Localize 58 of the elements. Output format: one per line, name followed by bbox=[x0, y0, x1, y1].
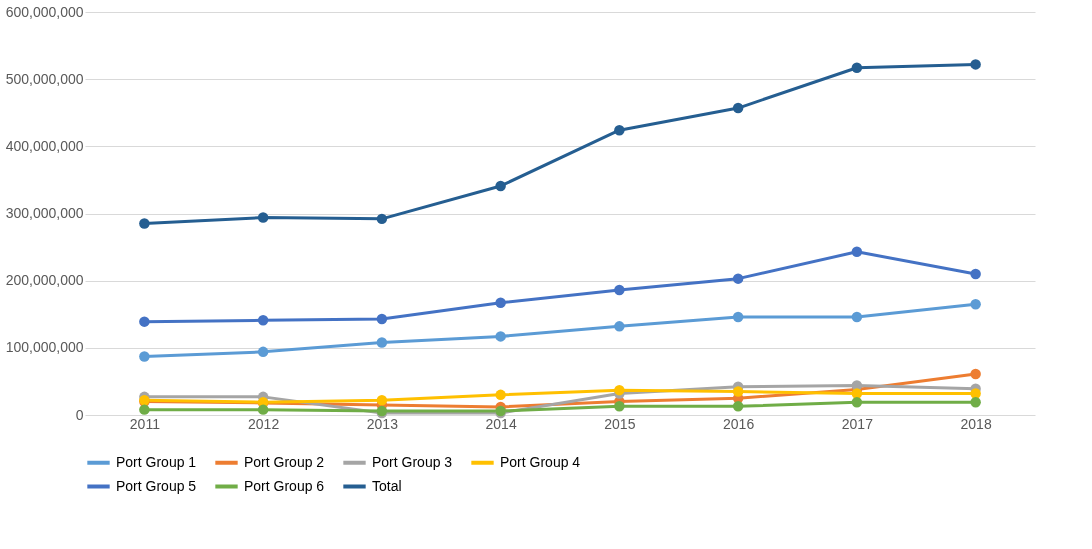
point bbox=[732, 102, 744, 114]
point bbox=[970, 388, 981, 399]
x-tick-label: 2014 bbox=[485, 415, 517, 432]
x-tick-label: 2017 bbox=[841, 415, 874, 432]
point bbox=[495, 180, 506, 192]
point bbox=[614, 321, 625, 332]
point bbox=[970, 59, 981, 70]
point bbox=[614, 401, 625, 412]
legend-label: Port Group 6 bbox=[244, 477, 325, 494]
point bbox=[139, 218, 150, 229]
legend-label: Port Group 2 bbox=[244, 453, 325, 470]
point bbox=[139, 351, 150, 362]
point bbox=[257, 212, 269, 223]
point bbox=[257, 404, 269, 415]
legend-label: Port Group 5 bbox=[116, 477, 197, 494]
x-tick-label: 2018 bbox=[960, 415, 992, 432]
legend-label: Port Group 4 bbox=[500, 453, 581, 470]
point bbox=[495, 331, 506, 342]
x-tick-label: 2013 bbox=[366, 415, 399, 432]
point bbox=[851, 246, 863, 258]
point bbox=[970, 268, 981, 280]
legend-label: Port Group 1 bbox=[116, 453, 197, 470]
point bbox=[614, 384, 625, 396]
point bbox=[732, 401, 744, 412]
y-tick-label: 400,000,000 bbox=[5, 137, 84, 154]
point bbox=[851, 62, 863, 73]
point bbox=[376, 213, 388, 225]
point bbox=[495, 389, 506, 401]
point bbox=[970, 368, 981, 380]
legend-label: Total bbox=[372, 477, 402, 494]
legend-label: Port Group 3 bbox=[372, 453, 453, 470]
point bbox=[614, 124, 625, 136]
point bbox=[732, 386, 744, 397]
point bbox=[257, 346, 269, 358]
point bbox=[970, 397, 981, 408]
point bbox=[376, 313, 388, 325]
y-tick-label: 200,000,000 bbox=[5, 272, 84, 289]
point bbox=[614, 284, 625, 296]
point bbox=[257, 315, 269, 326]
x-tick-label: 2016 bbox=[723, 415, 755, 432]
y-tick-label: 500,000,000 bbox=[5, 70, 84, 87]
x-tick-label: 2015 bbox=[604, 415, 636, 432]
point bbox=[139, 316, 150, 327]
y-tick-label: 600,000,000 bbox=[5, 3, 84, 20]
point bbox=[376, 337, 388, 348]
point bbox=[495, 297, 506, 309]
point bbox=[851, 397, 863, 408]
point bbox=[970, 298, 981, 310]
y-tick-label: 300,000,000 bbox=[5, 205, 84, 221]
x-tick-label: 2011 bbox=[129, 415, 161, 432]
point bbox=[732, 311, 744, 323]
point bbox=[376, 394, 388, 406]
x-tick-label: 2012 bbox=[248, 415, 280, 432]
point bbox=[732, 273, 744, 284]
point bbox=[851, 311, 863, 323]
y-tick-label: 100,000,000 bbox=[5, 339, 84, 356]
y-tick-label: 0 bbox=[75, 406, 84, 423]
point bbox=[139, 404, 150, 415]
